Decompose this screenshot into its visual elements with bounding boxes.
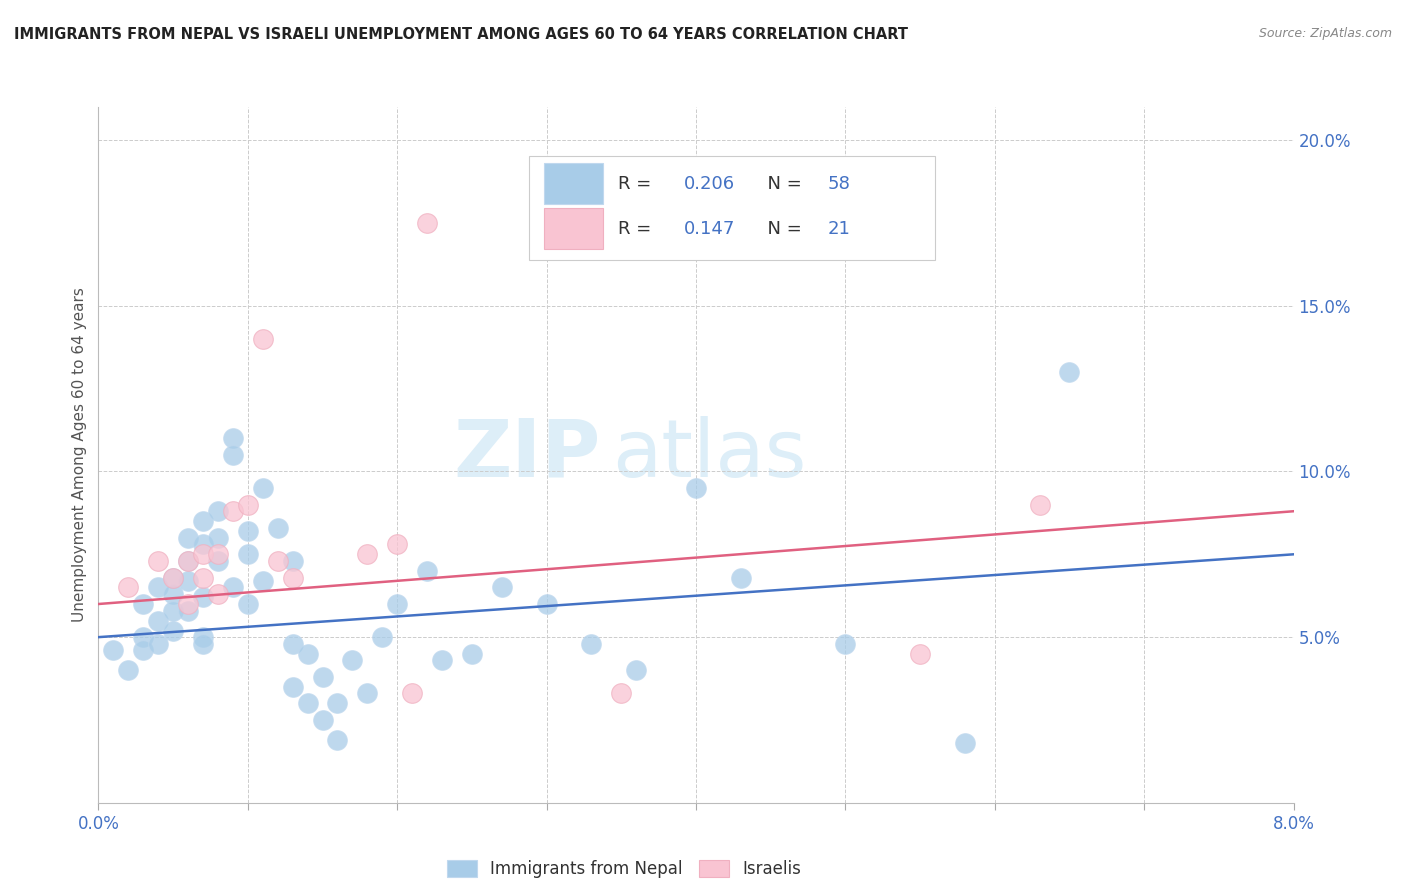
Text: R =: R =	[619, 175, 657, 193]
Point	[311, 713, 333, 727]
Point	[162, 570, 184, 584]
Text: R =: R =	[619, 219, 657, 238]
Point	[132, 630, 155, 644]
Point	[252, 481, 274, 495]
Point	[430, 653, 453, 667]
Point	[191, 591, 214, 605]
Text: 0.147: 0.147	[685, 219, 735, 238]
Point	[177, 554, 200, 568]
Point	[908, 647, 931, 661]
Point	[267, 521, 290, 535]
Point	[416, 564, 439, 578]
Point	[132, 597, 155, 611]
Point	[207, 504, 229, 518]
Point	[177, 574, 200, 588]
Point	[222, 448, 245, 462]
Point	[177, 604, 200, 618]
Point	[236, 524, 259, 538]
Legend: Immigrants from Nepal, Israelis: Immigrants from Nepal, Israelis	[440, 854, 808, 885]
Point	[207, 554, 229, 568]
Point	[461, 647, 484, 661]
Point	[148, 637, 170, 651]
Point	[191, 537, 214, 551]
Point	[191, 514, 214, 528]
Point	[610, 686, 633, 700]
Point	[222, 431, 245, 445]
Point	[236, 547, 259, 561]
Point	[252, 574, 274, 588]
Point	[311, 670, 333, 684]
Point	[416, 216, 439, 230]
Point	[326, 732, 349, 747]
Point	[1059, 365, 1081, 379]
Text: ZIP: ZIP	[453, 416, 600, 494]
FancyBboxPatch shape	[544, 208, 603, 250]
Point	[222, 504, 245, 518]
Text: Source: ZipAtlas.com: Source: ZipAtlas.com	[1258, 27, 1392, 40]
Point	[267, 554, 290, 568]
Point	[177, 554, 200, 568]
Point	[148, 581, 170, 595]
Point	[117, 663, 139, 677]
Point	[117, 581, 139, 595]
Point	[297, 697, 319, 711]
Point	[162, 624, 184, 638]
Point	[103, 643, 125, 657]
Point	[491, 581, 513, 595]
Point	[207, 587, 229, 601]
Point	[685, 481, 707, 495]
Point	[371, 630, 394, 644]
Y-axis label: Unemployment Among Ages 60 to 64 years: Unemployment Among Ages 60 to 64 years	[72, 287, 87, 623]
Point	[281, 637, 304, 651]
Point	[281, 680, 304, 694]
Point	[207, 547, 229, 561]
Point	[207, 531, 229, 545]
Point	[581, 637, 603, 651]
Point	[162, 604, 184, 618]
Point	[162, 570, 184, 584]
Point	[356, 686, 378, 700]
Point	[132, 643, 155, 657]
Point	[252, 332, 274, 346]
Point	[536, 597, 558, 611]
Point	[162, 587, 184, 601]
Point	[148, 614, 170, 628]
Point	[236, 597, 259, 611]
Text: N =: N =	[756, 219, 807, 238]
Point	[191, 570, 214, 584]
Point	[191, 637, 214, 651]
Text: N =: N =	[756, 175, 807, 193]
Point	[297, 647, 319, 661]
Point	[236, 498, 259, 512]
Point	[191, 630, 214, 644]
Point	[1028, 498, 1050, 512]
Point	[730, 570, 752, 584]
Point	[281, 570, 304, 584]
Point	[148, 554, 170, 568]
Text: IMMIGRANTS FROM NEPAL VS ISRAELI UNEMPLOYMENT AMONG AGES 60 TO 64 YEARS CORRELAT: IMMIGRANTS FROM NEPAL VS ISRAELI UNEMPLO…	[14, 27, 908, 42]
FancyBboxPatch shape	[544, 163, 603, 204]
Point	[356, 547, 378, 561]
Point	[401, 686, 423, 700]
Point	[177, 531, 200, 545]
Point	[624, 663, 647, 677]
Text: 21: 21	[827, 219, 851, 238]
FancyBboxPatch shape	[529, 156, 935, 260]
Point	[177, 597, 200, 611]
Point	[834, 637, 856, 651]
Text: atlas: atlas	[612, 416, 807, 494]
Point	[326, 697, 349, 711]
Point	[281, 554, 304, 568]
Text: 58: 58	[827, 175, 851, 193]
Point	[953, 736, 976, 750]
Text: 0.206: 0.206	[685, 175, 735, 193]
Point	[191, 547, 214, 561]
Point	[385, 597, 409, 611]
Point	[385, 537, 409, 551]
Point	[222, 581, 245, 595]
Point	[342, 653, 364, 667]
